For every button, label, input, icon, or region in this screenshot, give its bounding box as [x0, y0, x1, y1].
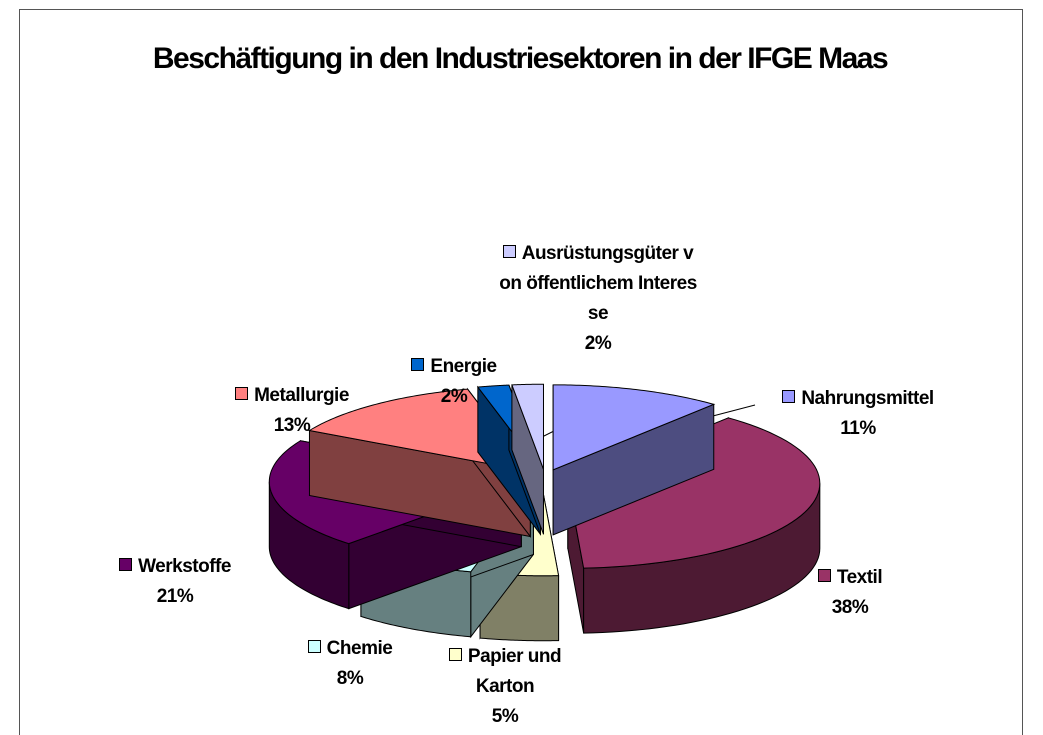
slice-top: [567, 417, 821, 569]
data-label: Metallurgie 13%: [212, 381, 372, 441]
slice-top: [552, 384, 716, 471]
category-label: Chemie: [326, 638, 393, 659]
value-label: 8%: [336, 668, 364, 689]
slice-top: [308, 388, 532, 473]
data-label: Papier und Karton 5%: [440, 642, 570, 732]
category-label: Metallurgie: [254, 385, 349, 406]
category-label: Papier und Karton: [467, 646, 562, 697]
legend-swatch: [119, 558, 133, 571]
slice: [511, 383, 544, 535]
data-label: Chemie 8%: [290, 634, 410, 694]
legend-swatch: [782, 390, 796, 403]
legend-swatch: [307, 640, 321, 653]
data-label: Ausrüstungsgüter von öffentlichem Intere…: [498, 239, 698, 359]
category-label: Werkstoffe: [138, 556, 231, 577]
value-label: 2%: [440, 386, 468, 407]
slice-top: [511, 383, 544, 470]
legend-swatch: [502, 245, 516, 258]
value-label: 5%: [491, 706, 519, 727]
legend-swatch: [235, 387, 249, 400]
category-label: Textil: [836, 567, 883, 588]
category-label: Nahrungsmittel: [801, 388, 934, 409]
legend-swatch: [817, 569, 831, 582]
slice: [552, 384, 716, 536]
legend-swatch: [448, 648, 462, 661]
data-label: Energie 2%: [394, 352, 514, 412]
category-label: Energie: [430, 356, 497, 377]
value-label: 11%: [840, 418, 876, 439]
value-label: 38%: [831, 597, 869, 618]
value-label: 13%: [273, 415, 311, 436]
chart-title: Beschäftigung in den Industriesektoren i…: [152, 42, 889, 75]
value-label: 21%: [156, 586, 194, 607]
data-label: Nahrungsmittel 11%: [758, 384, 958, 444]
category-label: Ausrüstungsgüter von öffentlichem Intere…: [499, 243, 697, 324]
data-label: Textil 38%: [790, 563, 910, 623]
chart-border: [19, 9, 1023, 735]
value-label: 2%: [584, 333, 612, 354]
data-label: Werkstoffe 21%: [105, 552, 245, 612]
legend-swatch: [411, 358, 425, 371]
